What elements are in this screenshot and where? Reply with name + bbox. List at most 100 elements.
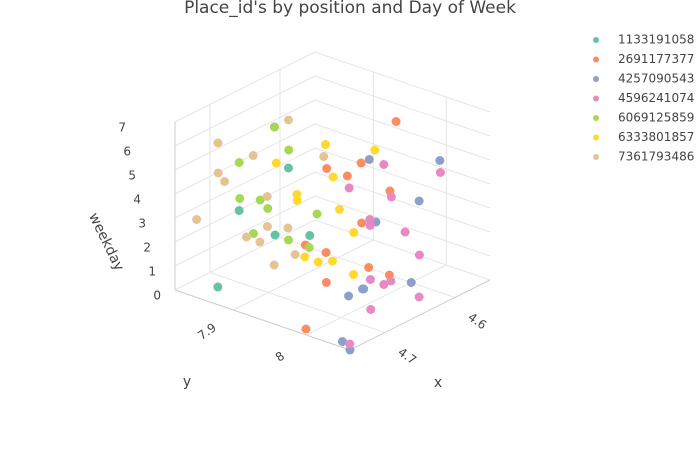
point [365,221,375,230]
point [358,284,368,294]
point [263,204,273,213]
grid-line [174,147,491,219]
z-tick-label: 2 [143,241,151,255]
grid-line [174,51,491,123]
point [357,218,367,228]
point [321,278,331,287]
point [241,232,251,242]
point [312,209,322,219]
legend-label[interactable]: 6333801857 [618,130,694,144]
point [269,260,279,270]
points [192,115,445,355]
point [406,278,416,287]
point [213,282,223,292]
x-tick-label: 4.6 [465,310,489,332]
point [379,280,389,289]
point [284,145,294,155]
point [379,160,389,169]
point [328,172,338,182]
legend-label[interactable]: 7361793486 [618,150,694,164]
legend-marker[interactable] [593,37,599,43]
point [321,140,330,149]
point [345,339,355,349]
point [213,168,223,178]
legend-marker[interactable] [593,154,599,160]
point [248,151,258,160]
chart-title: Place_id's by position and Day of Week [184,0,516,18]
z-tick-label: 5 [128,169,136,183]
point [235,194,245,203]
point [290,250,300,259]
point [283,163,293,173]
legend[interactable]: 1133191058 2691177377 4257090543 4596241074… [593,33,694,164]
grid-line [209,272,386,333]
point [435,156,445,165]
legend-marker[interactable] [593,134,599,141]
legend-marker[interactable] [593,76,599,82]
x-tick-label: 4.7 [395,345,419,367]
point [192,215,202,224]
point [370,145,380,155]
point [344,291,354,301]
point [234,158,244,167]
point [435,168,445,177]
grid-line [233,239,374,311]
point [366,305,376,314]
z-tick-label: 1 [148,265,156,279]
point [322,164,332,173]
z-tick-label: 7 [118,121,126,135]
point [220,177,230,186]
legend-label[interactable]: 4596241074 [618,91,694,105]
point [304,243,314,252]
axis-line [349,279,491,351]
grid-line [174,171,491,243]
point [269,122,279,132]
axis-line [174,289,351,351]
point [414,196,424,206]
point [283,235,293,245]
point [364,263,374,272]
y-tick-label: 7.9 [195,320,219,342]
point [400,227,410,237]
point [262,192,272,201]
point [270,230,280,240]
point [328,256,337,266]
point [342,171,352,181]
legend-label[interactable]: 6069125859 [618,111,694,125]
legend-marker[interactable] [593,95,599,102]
point [271,158,281,168]
point [414,292,424,302]
legend-marker[interactable] [593,115,599,121]
legend-label[interactable]: 1133191058 [618,33,694,47]
point [364,155,374,164]
point [313,257,323,267]
y-tick-label: 8 [273,349,287,365]
point [386,276,396,286]
grid-line [174,219,491,291]
legend-marker[interactable] [593,56,599,63]
point [344,183,354,193]
point [321,248,331,257]
z-tick-label: 6 [123,145,131,159]
grid-line [174,75,491,147]
point [391,117,401,126]
point [301,324,311,334]
point [319,152,329,161]
z-tick-label: 0 [153,289,161,303]
y-axis-title: y [183,374,191,390]
x-axis-title: x [434,375,442,391]
grid-line [174,195,491,267]
point [262,222,272,231]
point [305,231,315,240]
point [300,252,310,262]
point [255,195,265,205]
legend-label[interactable]: 4257090543 [618,72,694,86]
point [365,275,375,284]
legend-label[interactable]: 2691177377 [618,52,694,66]
point [213,138,223,148]
point [248,229,258,238]
scene: 0 1 2 3 4 5 6 7 4.6 4.7 7.9 8 [118,51,491,367]
point [356,158,366,168]
point [335,205,344,214]
